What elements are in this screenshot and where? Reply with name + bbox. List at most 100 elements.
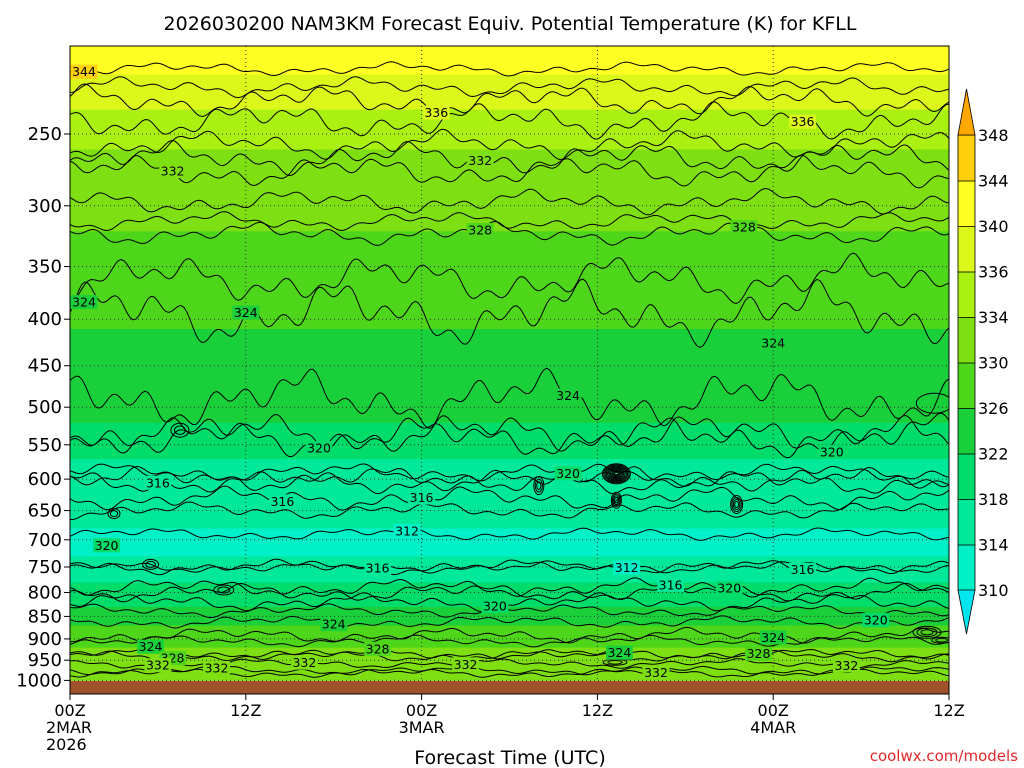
- closed-contour-2-ring-2: [536, 481, 542, 491]
- contour-label-extra-9: 324: [607, 645, 631, 660]
- colorbar-top-arrow: [957, 88, 976, 136]
- closed-contour-0-ring-0: [601, 463, 631, 485]
- closed-contour-2-ring-0: [533, 476, 545, 496]
- contour-label-34-bg: [642, 665, 670, 680]
- y-tick-label-1000: 1000: [16, 670, 62, 691]
- contour-label-17-bg: [144, 475, 172, 490]
- contour-label-extra-3-bg: [269, 494, 296, 509]
- closed-contour-1-ring-0: [610, 491, 622, 509]
- colorbar: 310 314 318 322 326 330 334 336 340 344 348: [957, 88, 1009, 635]
- contour-label-14-bg: [305, 441, 333, 456]
- contour-label-extra-4: 320: [95, 538, 119, 553]
- colorbar-label-336: 336: [978, 263, 1009, 282]
- y-tick-label-250: 250: [28, 124, 62, 145]
- contour-label-extra-12: 332: [454, 657, 478, 672]
- contour-326: [70, 252, 949, 305]
- contour-label-extra-9-bg: [606, 645, 633, 660]
- colorbar-label-326: 326: [978, 399, 1009, 418]
- contour-328: [70, 220, 949, 246]
- closed-contour-0-ring-8: [612, 470, 621, 477]
- closed-contour-0-ring-7: [611, 470, 622, 478]
- closed-contour-7-ring-0: [142, 558, 160, 570]
- contour-label-15: 320: [556, 466, 580, 481]
- theta-e-band-460: [70, 374, 949, 424]
- colorbar-label-344: 344: [978, 172, 1009, 191]
- contour-label-20-bg: [393, 523, 421, 538]
- contour-316: [70, 469, 949, 495]
- contour-label-2: 336: [424, 105, 448, 120]
- colorbar-segment-334-336: [957, 271, 976, 318]
- closed-contour-1-ring-3: [614, 497, 619, 504]
- contour-label-31: 328: [747, 646, 771, 661]
- colorbar-segment-330-334: [957, 316, 976, 364]
- colorbar-label-348: 348: [978, 126, 1009, 145]
- theta-e-band-520: [70, 422, 949, 460]
- y-tick-label-400: 400: [28, 309, 62, 330]
- contour-label-extra-6-bg: [862, 613, 890, 628]
- contour-label-30: 328: [366, 641, 390, 656]
- contour-label-30-bg: [364, 641, 392, 656]
- y-tick-label-600: 600: [28, 469, 62, 490]
- contour-label-extra-3: 316: [270, 494, 294, 509]
- colorbar-label-322: 322: [978, 445, 1009, 464]
- contour-label-extra-5-bg: [789, 562, 816, 577]
- contour-328: [70, 649, 949, 663]
- contour-336: [70, 83, 949, 118]
- closed-contour-10-ring-1: [916, 627, 938, 638]
- contour-label-17: 316: [146, 475, 170, 490]
- contour-344: [70, 61, 949, 77]
- contour-334: [70, 128, 949, 160]
- y-tick-label-750: 750: [28, 557, 62, 578]
- contour-label-extra-0: 324: [72, 295, 96, 310]
- x-tick-label-12-0: 12Z: [230, 701, 261, 720]
- contour-328: [70, 647, 949, 660]
- colorbar-segment-314-318: [957, 498, 976, 546]
- contour-312: [70, 527, 949, 541]
- contour-label-extra-13-bg: [833, 658, 860, 673]
- closed-contour-5-ring-0: [915, 392, 949, 414]
- closed-contour-1-ring-1: [612, 493, 621, 507]
- contour-lines: [70, 61, 949, 678]
- colorbar-label-314: 314: [978, 536, 1009, 555]
- contour-label-8: 328: [468, 223, 492, 238]
- closed-contour-3-ring-3: [734, 501, 740, 508]
- colorbar-segment-344-348: [957, 134, 976, 182]
- colorbar-label-318: 318: [978, 490, 1009, 509]
- contour-label-3-bg: [789, 114, 816, 129]
- y-tick-label-650: 650: [28, 501, 62, 522]
- colorbar-label-340: 340: [978, 217, 1009, 236]
- colorbar-label-310: 310: [978, 581, 1009, 600]
- x-tick-label-48-1: 4MAR: [750, 718, 796, 737]
- contour-316: [70, 582, 949, 603]
- contour-label-extra-13: 332: [834, 658, 858, 673]
- x-tick-label-0-2: 2026: [46, 735, 87, 754]
- x-tick-label-24-1: 3MAR: [399, 718, 445, 737]
- theta-e-band-290: [70, 192, 949, 232]
- contour-324: [70, 615, 949, 629]
- y-tick-label-450: 450: [28, 356, 62, 377]
- contour-324: [70, 278, 949, 348]
- contour-label-33: 332: [205, 661, 229, 676]
- closed-contour-0-ring-2: [604, 465, 629, 483]
- contour-322: [70, 603, 949, 619]
- contour-label-24: 320: [717, 581, 741, 596]
- x-tick-label-0-1: 2MAR: [46, 718, 92, 737]
- contour-label-2-bg: [422, 105, 450, 120]
- y-tick-label-900: 900: [28, 629, 62, 650]
- pressure-axis: 2503003504004505005506006507007508008509…: [16, 124, 70, 691]
- contour-label-5: 332: [468, 153, 492, 168]
- closed-contour-11-ring-0: [931, 636, 949, 644]
- contour-label-11: 324: [234, 305, 258, 320]
- contour-label-22: 316: [366, 561, 390, 576]
- contour-label-18: 316: [410, 490, 434, 505]
- contour-label-5-bg: [466, 153, 494, 168]
- colorbar-segment-322-326: [957, 407, 976, 455]
- contour-label-28-bg: [759, 630, 787, 645]
- closed-contour-3-ring-2: [732, 499, 741, 510]
- contour-label-23: 316: [659, 577, 683, 592]
- contour-label-28: 324: [761, 630, 785, 645]
- y-tick-label-500: 500: [28, 397, 62, 418]
- contour-label-extra-7: 324: [139, 639, 163, 654]
